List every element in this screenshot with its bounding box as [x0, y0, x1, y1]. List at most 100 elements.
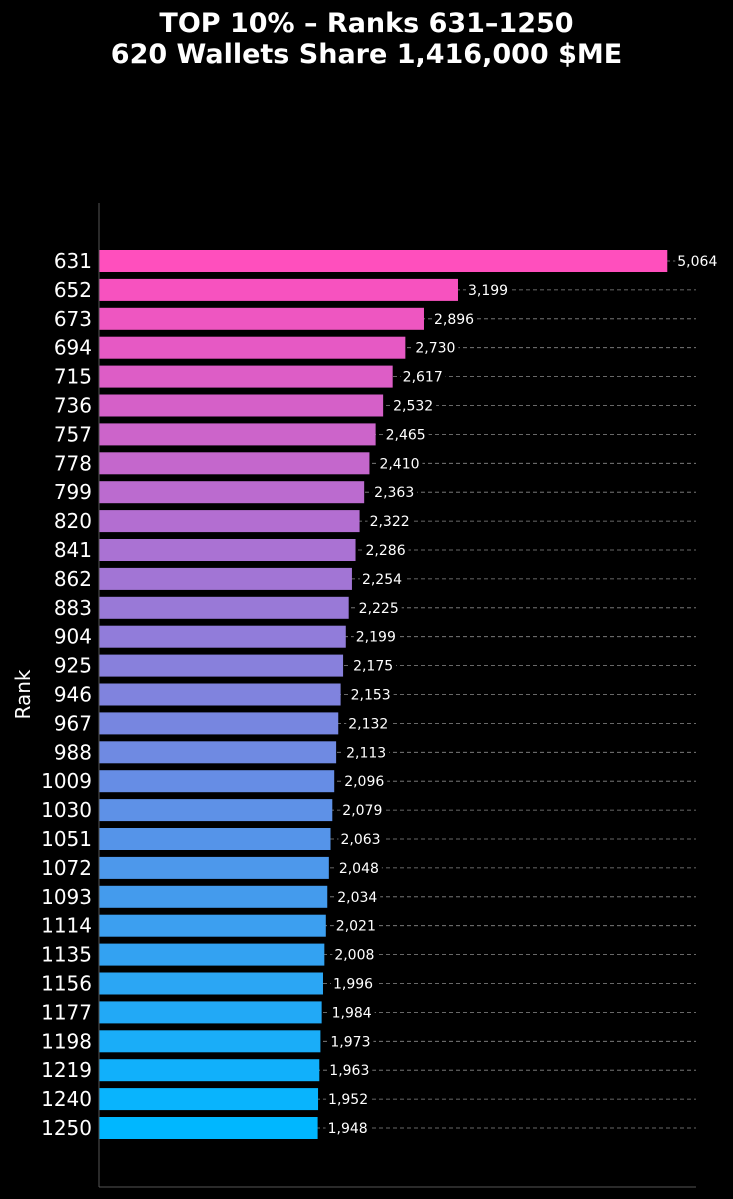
value-label-backing: [325, 1120, 371, 1136]
y-tick-label: 1009: [41, 769, 92, 793]
y-tick-label: 715: [54, 365, 92, 389]
value-label-backing: [465, 281, 511, 298]
value-label-backing: [346, 715, 392, 732]
y-tick-label: 988: [54, 740, 92, 764]
bar-rank-1198: [99, 1030, 321, 1053]
bar-rank-631: [99, 250, 668, 272]
bar-rank-967: [99, 712, 339, 735]
value-label: 1,963: [329, 1063, 369, 1079]
value-label: 2,175: [353, 659, 393, 675]
chart-title: TOP 10% – Ranks 631–1250: [159, 8, 574, 39]
value-label-backing: [340, 802, 386, 819]
value-label: 2,132: [348, 716, 388, 732]
value-label: 2,363: [374, 485, 414, 501]
value-label-backing: [344, 744, 390, 761]
y-tick-label: 967: [54, 711, 92, 735]
value-label: 1,973: [330, 1034, 370, 1050]
value-label: 2,896: [434, 312, 474, 328]
value-label-backing: [356, 599, 402, 616]
bar-rank-1240: [99, 1088, 319, 1111]
y-tick-label: 1177: [41, 1000, 92, 1024]
bar-rank-1093: [99, 885, 328, 908]
y-tick-label: 757: [54, 422, 92, 446]
bar-rank-1009: [99, 770, 335, 793]
value-label-backing: [367, 513, 413, 530]
value-label-backing: [348, 686, 394, 703]
bar-rank-652: [99, 278, 458, 301]
value-label-backing: [329, 1004, 375, 1021]
bar-rank-715: [99, 365, 393, 388]
bar-rank-673: [99, 307, 424, 330]
value-label-backing: [351, 657, 397, 674]
value-label: 2,617: [403, 370, 443, 386]
bar-rank-1250: [99, 1117, 318, 1139]
y-tick-labels: 631 652 673 694 715 736 757 778 799 820 841 862 883 9…: [41, 249, 92, 1140]
y-tick-label: 841: [54, 538, 92, 562]
y-tick-label: 778: [54, 451, 92, 475]
value-label-backing: [338, 831, 384, 847]
value-label-backing: [383, 426, 429, 443]
chart-subtitle: 620 Wallets Share 1,416,000 $ME: [110, 39, 623, 70]
y-tick-label: 904: [54, 625, 92, 649]
value-label: 2,153: [351, 688, 391, 704]
y-tick-label: 631: [54, 249, 92, 273]
bar-rank-1156: [99, 972, 323, 995]
value-label-backing: [400, 368, 446, 385]
y-tick-label: 1030: [41, 798, 92, 822]
bar-rank-904: [99, 625, 346, 648]
value-label: 2,286: [366, 543, 406, 559]
value-label-backing: [342, 773, 388, 790]
y-tick-label: 862: [54, 567, 92, 591]
value-label-backing: [326, 1091, 372, 1108]
value-label: 2,465: [386, 427, 426, 443]
bar-rank-1072: [99, 856, 329, 879]
value-label-backing: [675, 253, 721, 269]
bar-rank-757: [99, 423, 376, 446]
bars: [99, 250, 668, 1139]
value-label-backing: [391, 397, 437, 414]
y-tick-label: 673: [54, 307, 92, 331]
bar-rank-862: [99, 567, 352, 590]
value-label-backing: [372, 484, 418, 501]
bar-rank-1051: [99, 828, 331, 850]
value-label: 2,254: [362, 572, 402, 588]
bar-rank-1114: [99, 914, 326, 937]
value-labels: 5,064 3,199 2,896 2,730 2,617 2,532 2,465 2,410…: [325, 253, 721, 1137]
value-label: 2,730: [415, 341, 455, 357]
value-label: 3,199: [468, 283, 508, 299]
value-label: 2,225: [359, 601, 399, 617]
value-label: 1,952: [328, 1092, 368, 1108]
value-label-backing: [335, 888, 381, 905]
y-tick-label: 1051: [41, 827, 92, 851]
y-tick-label: 1240: [41, 1087, 92, 1111]
value-label: 2,079: [342, 803, 382, 819]
value-label: 2,063: [341, 832, 381, 848]
bar-rank-925: [99, 654, 344, 677]
value-label: 2,199: [356, 630, 396, 646]
y-tick-label: 946: [54, 683, 92, 707]
bar-rank-1135: [99, 943, 325, 966]
y-tick-label: 925: [54, 654, 92, 678]
y-tick-label: 1072: [41, 856, 92, 880]
y-tick-label: 799: [54, 480, 92, 504]
value-label-backing: [413, 339, 459, 356]
value-label: 2,048: [339, 861, 379, 877]
y-tick-label: 1135: [41, 943, 92, 967]
bar-rank-883: [99, 596, 349, 619]
y-tick-label: 736: [54, 394, 92, 418]
value-label: 2,410: [379, 456, 419, 472]
y-tick-label: 652: [54, 278, 92, 302]
y-tick-label: 883: [54, 596, 92, 620]
value-label: 2,034: [337, 890, 377, 906]
value-label-backing: [377, 455, 423, 472]
value-label-backing: [363, 542, 409, 558]
value-label-backing: [327, 1062, 373, 1079]
value-label: 2,096: [344, 774, 384, 790]
value-label-backing: [333, 917, 379, 934]
bar-rank-778: [99, 452, 370, 475]
bar-rank-820: [99, 510, 360, 533]
value-label-backing: [332, 946, 378, 963]
bar-rank-841: [99, 539, 356, 561]
value-label: 2,322: [370, 514, 410, 530]
